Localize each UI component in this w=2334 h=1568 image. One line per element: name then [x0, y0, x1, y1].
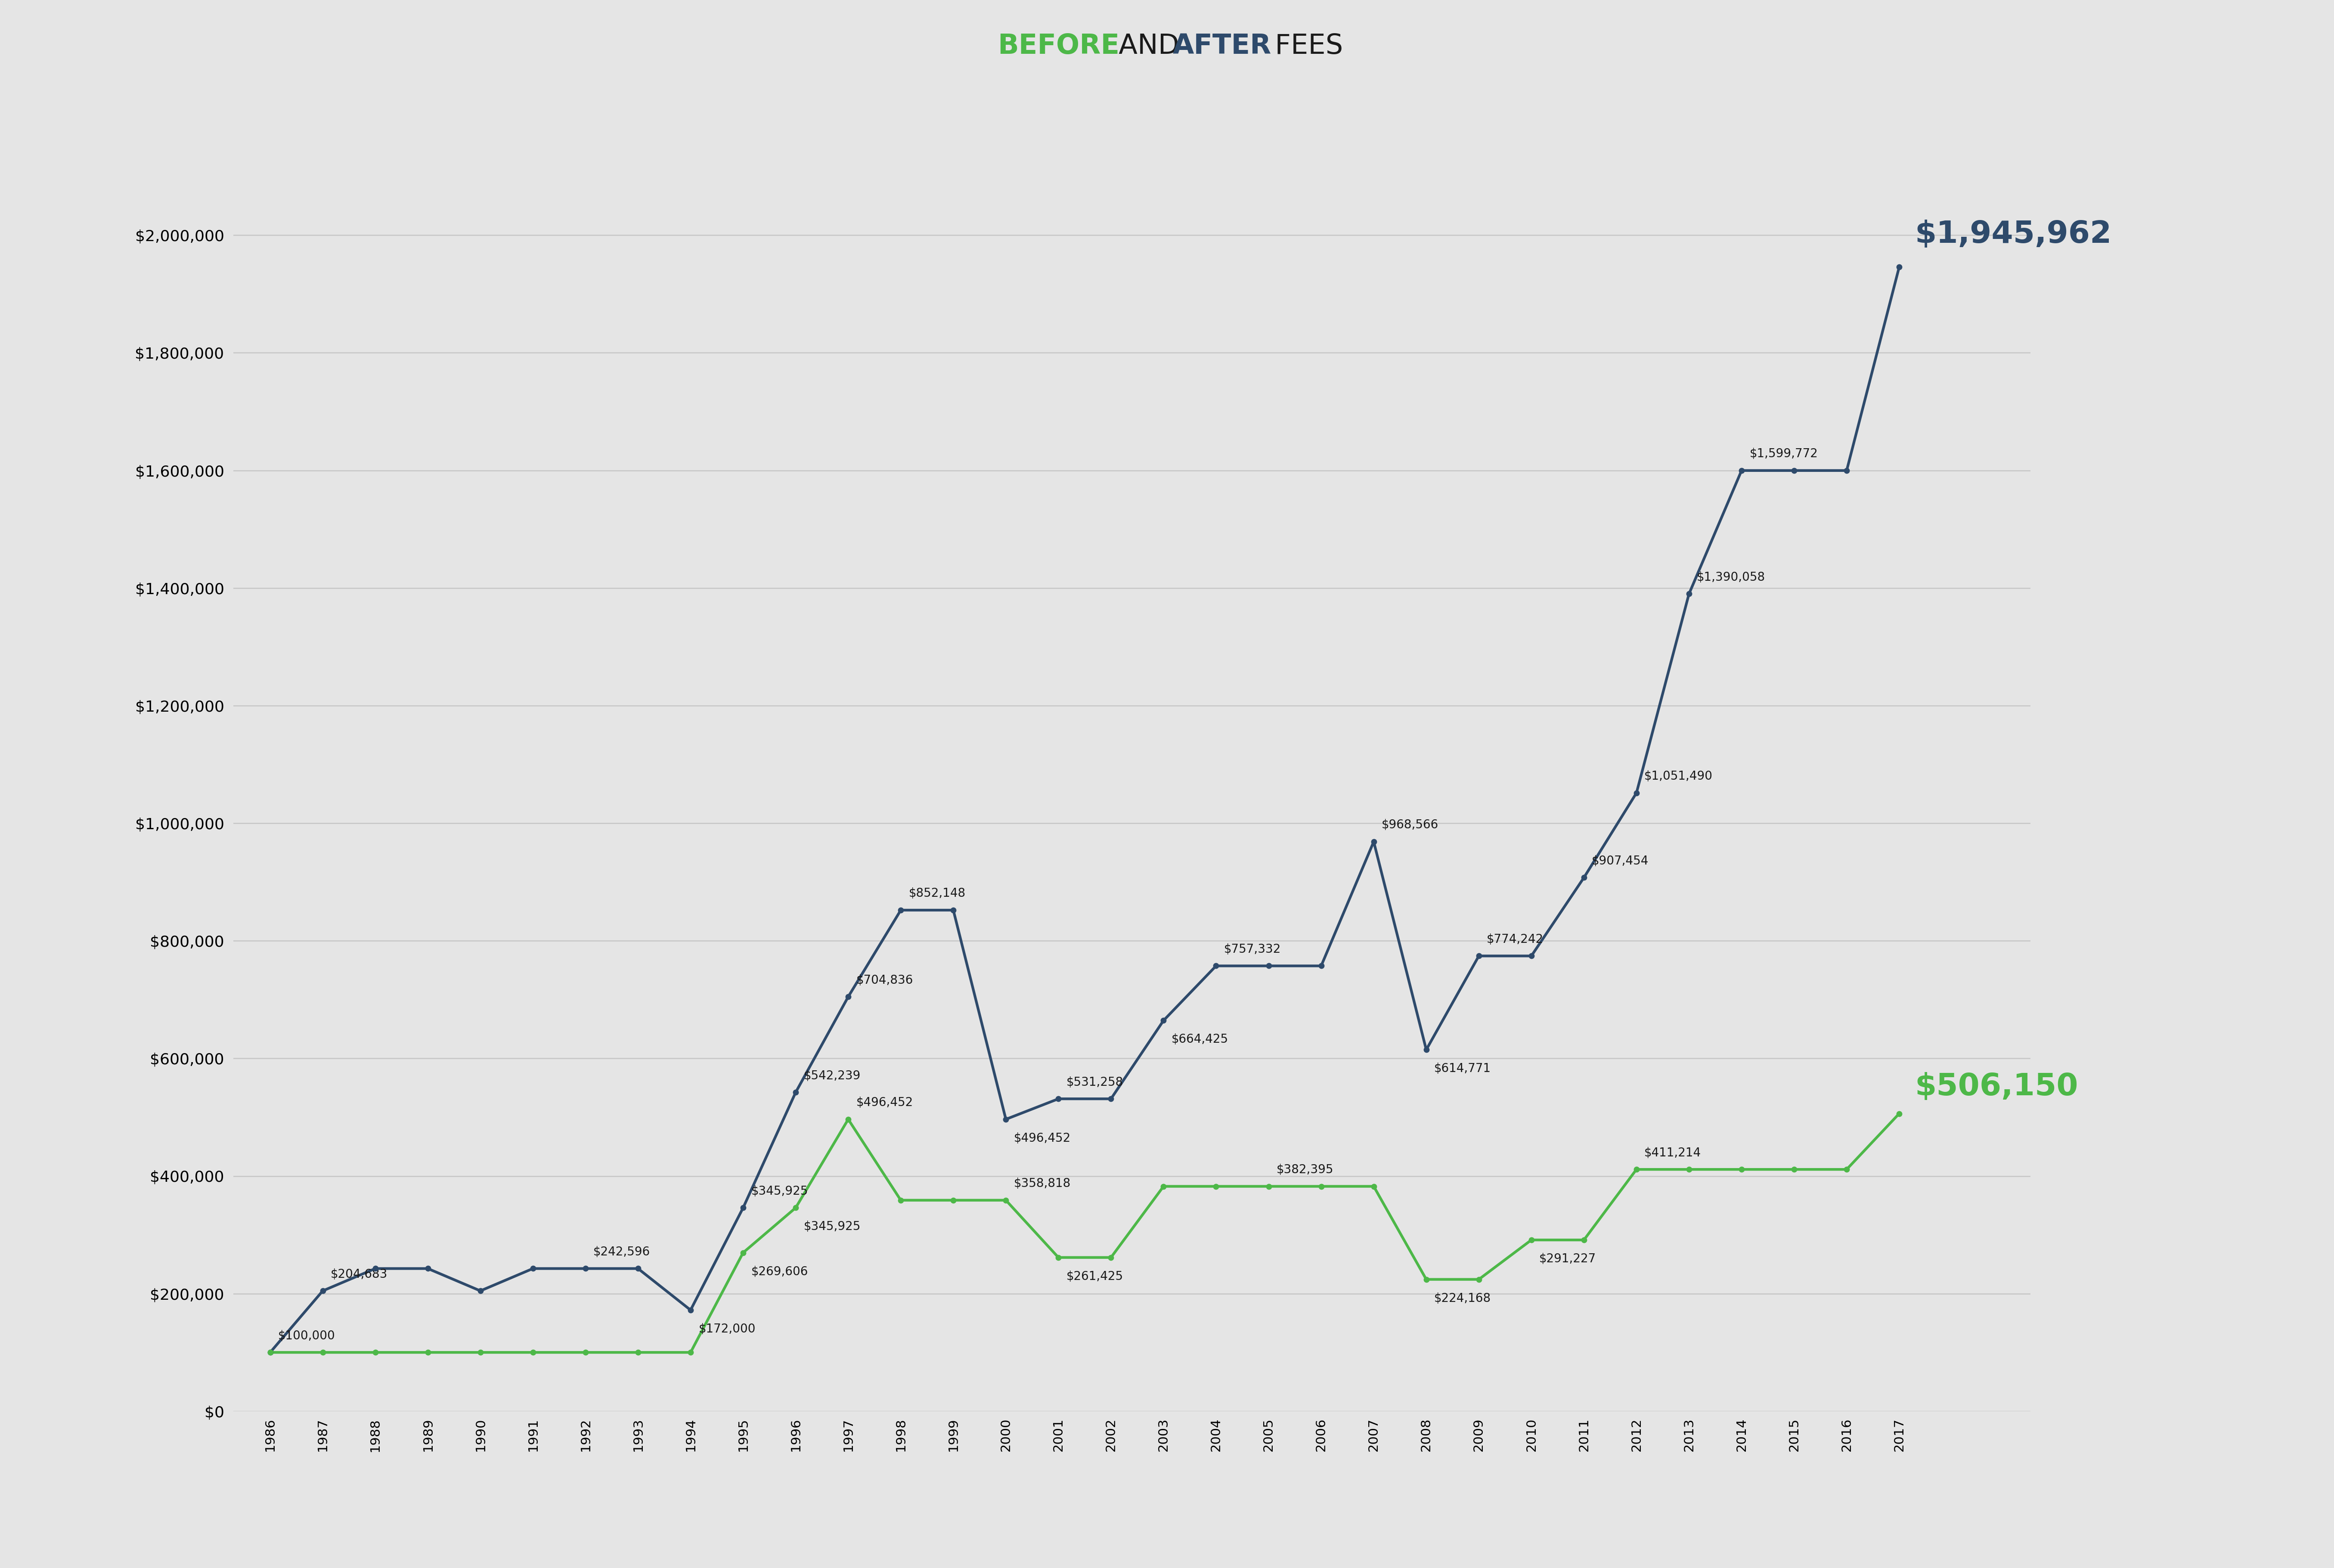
Text: $852,148: $852,148: [908, 887, 966, 900]
Point: [1407, 1036, 1445, 1062]
Point: [1461, 1267, 1498, 1292]
Point: [1828, 1157, 1865, 1182]
Point: [1512, 944, 1550, 969]
Point: [724, 1240, 761, 1265]
Point: [672, 1339, 710, 1364]
Text: AND: AND: [1111, 33, 1188, 60]
Point: [408, 1256, 446, 1281]
Text: $968,566: $968,566: [1382, 818, 1438, 831]
Point: [934, 897, 971, 922]
Point: [1356, 1174, 1393, 1200]
Text: $506,150: $506,150: [1914, 1073, 2077, 1102]
Point: [1512, 1228, 1550, 1253]
Point: [1039, 1245, 1076, 1270]
Point: [882, 897, 920, 922]
Point: [357, 1256, 394, 1281]
Point: [462, 1339, 499, 1364]
Point: [1407, 1267, 1445, 1292]
Text: $496,452: $496,452: [1013, 1132, 1071, 1145]
Point: [1092, 1087, 1130, 1112]
Point: [1566, 1228, 1603, 1253]
Point: [1566, 866, 1603, 891]
Point: [1776, 458, 1814, 483]
Text: $1,390,058: $1,390,058: [1697, 571, 1765, 583]
Point: [1722, 1157, 1760, 1182]
Text: $1,051,490: $1,051,490: [1645, 770, 1713, 782]
Point: [1881, 254, 1919, 279]
Point: [987, 1107, 1025, 1132]
Point: [567, 1256, 605, 1281]
Point: [724, 1195, 761, 1220]
Text: FEES: FEES: [1267, 33, 1342, 60]
Point: [1251, 953, 1288, 978]
Point: [513, 1256, 551, 1281]
Text: $542,239: $542,239: [803, 1069, 861, 1082]
Point: [1617, 1157, 1655, 1182]
Point: [1722, 458, 1760, 483]
Text: $664,425: $664,425: [1172, 1033, 1228, 1046]
Text: BEFORE: BEFORE: [999, 33, 1120, 60]
Point: [1776, 1157, 1814, 1182]
Point: [672, 1298, 710, 1323]
Text: AFTER: AFTER: [1172, 33, 1272, 60]
Text: $531,258: $531,258: [1067, 1076, 1123, 1088]
Point: [1356, 829, 1393, 855]
Point: [1828, 458, 1865, 483]
Point: [1617, 781, 1655, 806]
Point: [1197, 953, 1235, 978]
Point: [303, 1339, 341, 1364]
Text: $204,683: $204,683: [331, 1269, 387, 1279]
Point: [1461, 944, 1498, 969]
Point: [1302, 1174, 1340, 1200]
Point: [1146, 1008, 1183, 1033]
Point: [1302, 953, 1340, 978]
Point: [1671, 1157, 1708, 1182]
Point: [619, 1339, 656, 1364]
Text: $774,242: $774,242: [1487, 933, 1543, 946]
Point: [303, 1278, 341, 1303]
Text: $291,227: $291,227: [1538, 1253, 1596, 1265]
Text: $907,454: $907,454: [1592, 855, 1648, 867]
Text: $382,395: $382,395: [1277, 1163, 1333, 1176]
Point: [252, 1339, 289, 1364]
Point: [1671, 582, 1708, 607]
Point: [252, 1339, 289, 1364]
Point: [777, 1080, 815, 1105]
Point: [1092, 1245, 1130, 1270]
Text: $345,925: $345,925: [752, 1185, 808, 1198]
Point: [1251, 1174, 1288, 1200]
Text: $100,000: $100,000: [278, 1330, 336, 1342]
Text: $411,214: $411,214: [1645, 1146, 1701, 1159]
Text: $757,332: $757,332: [1223, 944, 1281, 955]
Text: $261,425: $261,425: [1067, 1270, 1123, 1283]
Point: [882, 1187, 920, 1212]
Point: [462, 1278, 499, 1303]
Text: $1,599,772: $1,599,772: [1750, 448, 1818, 459]
Text: $496,452: $496,452: [857, 1096, 913, 1109]
Point: [829, 985, 866, 1010]
Point: [567, 1339, 605, 1364]
Point: [619, 1256, 656, 1281]
Text: $614,771: $614,771: [1433, 1063, 1491, 1074]
Point: [934, 1187, 971, 1212]
Point: [1039, 1087, 1076, 1112]
Point: [513, 1339, 551, 1364]
Point: [1197, 1174, 1235, 1200]
Point: [357, 1339, 394, 1364]
Text: $704,836: $704,836: [857, 974, 913, 986]
Text: $224,168: $224,168: [1433, 1292, 1491, 1305]
Text: $172,000: $172,000: [698, 1323, 756, 1334]
Point: [987, 1187, 1025, 1212]
Text: $358,818: $358,818: [1013, 1178, 1071, 1190]
Point: [829, 1107, 866, 1132]
Point: [408, 1339, 446, 1364]
Point: [777, 1195, 815, 1220]
Text: $242,596: $242,596: [593, 1247, 651, 1258]
Point: [1146, 1174, 1183, 1200]
Point: [1881, 1101, 1919, 1126]
Text: $269,606: $269,606: [752, 1265, 808, 1278]
Text: $345,925: $345,925: [803, 1221, 861, 1232]
Text: $1,945,962: $1,945,962: [1914, 220, 2112, 249]
